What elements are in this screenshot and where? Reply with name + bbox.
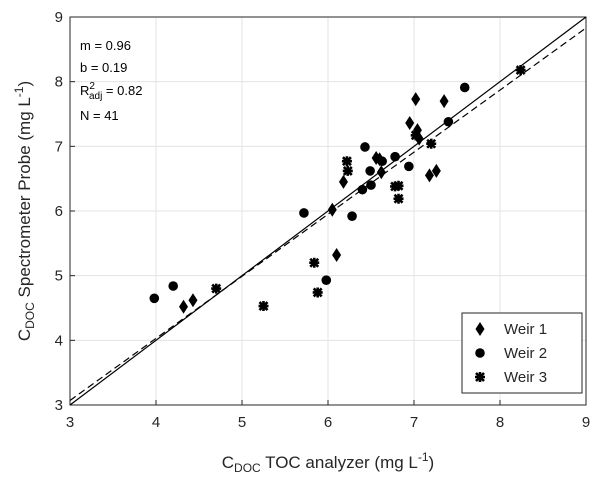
label-part: C bbox=[222, 453, 234, 472]
one-to-one-line bbox=[69, 16, 587, 406]
point bbox=[309, 257, 320, 268]
x-tick-label: 9 bbox=[582, 414, 590, 431]
point bbox=[515, 65, 526, 76]
legend-marker bbox=[475, 372, 485, 382]
point bbox=[341, 156, 352, 167]
annotation-part: adj bbox=[89, 91, 102, 102]
point bbox=[211, 283, 222, 294]
label-part: ) bbox=[429, 453, 435, 472]
x-tick-label: 3 bbox=[66, 414, 74, 431]
annotation: R2 adj = 0.82 bbox=[80, 81, 142, 102]
point bbox=[390, 151, 400, 162]
point bbox=[404, 161, 414, 172]
y-tick-label: 3 bbox=[55, 397, 63, 414]
y-tick-label: 4 bbox=[55, 332, 63, 349]
x-tick-label: 5 bbox=[238, 414, 246, 431]
y-tick-label: 7 bbox=[55, 138, 63, 155]
annotation-part: R bbox=[80, 83, 89, 98]
y-tick-label: 8 bbox=[55, 74, 63, 91]
point bbox=[424, 168, 434, 183]
point bbox=[312, 287, 323, 298]
point bbox=[376, 165, 386, 180]
x-tick-label: 8 bbox=[496, 414, 504, 431]
annotation-part: 2 bbox=[89, 81, 95, 92]
annotation: m = 0.96 bbox=[80, 38, 131, 53]
point bbox=[411, 92, 421, 107]
point bbox=[366, 180, 376, 190]
point bbox=[347, 211, 357, 221]
x-tick-label: 4 bbox=[152, 414, 160, 431]
x-tick-label: 6 bbox=[324, 414, 332, 431]
annotation: N = 41 bbox=[80, 108, 119, 123]
point bbox=[360, 142, 370, 152]
point bbox=[459, 82, 470, 93]
y-tick-label: 6 bbox=[55, 203, 63, 220]
label-part: Spectrometer Probe (mg L bbox=[15, 97, 34, 302]
point bbox=[332, 247, 342, 262]
point bbox=[439, 94, 449, 109]
y-tick-label: 5 bbox=[55, 268, 63, 285]
legend-label: Weir 2 bbox=[504, 345, 547, 362]
point bbox=[426, 138, 437, 149]
legend-marker bbox=[475, 322, 485, 336]
point bbox=[321, 275, 332, 285]
point bbox=[338, 174, 348, 189]
point bbox=[393, 193, 404, 204]
point bbox=[377, 156, 387, 167]
y-axis-label: CDOC Spectrometer Probe (mg L-1) bbox=[12, 81, 37, 341]
fit-line bbox=[69, 27, 587, 401]
label-part: -1 bbox=[12, 86, 26, 97]
point bbox=[443, 116, 454, 127]
point bbox=[179, 299, 189, 314]
point bbox=[357, 184, 368, 195]
label-part: -1 bbox=[418, 450, 429, 464]
label-part: DOC bbox=[23, 302, 37, 329]
label-part: C bbox=[15, 329, 34, 341]
point bbox=[327, 202, 337, 217]
annotation-part: = 0.82 bbox=[102, 83, 142, 98]
annotations: m = 0.96 b = 0.19 R2 adj = 0.82 N = 41 bbox=[80, 38, 142, 123]
plot-frame bbox=[69, 16, 587, 406]
point bbox=[405, 116, 415, 131]
point bbox=[168, 281, 178, 291]
legend-label: Weir 3 bbox=[504, 369, 547, 386]
label-part: DOC bbox=[234, 461, 261, 475]
point bbox=[188, 293, 198, 308]
point bbox=[410, 130, 421, 141]
label-part: ) bbox=[15, 81, 34, 87]
x-tick-label: 7 bbox=[410, 414, 418, 431]
point bbox=[299, 208, 309, 218]
point bbox=[258, 301, 269, 312]
y-tick-label: 9 bbox=[55, 9, 63, 26]
x-axis-label: CDOC TOC analyzer (mg L-1) bbox=[222, 450, 434, 475]
point bbox=[431, 163, 441, 178]
legend-label: Weir 1 bbox=[504, 321, 547, 338]
legend-marker bbox=[475, 348, 485, 358]
point bbox=[149, 293, 160, 304]
label-part: TOC analyzer (mg L bbox=[261, 453, 418, 472]
point bbox=[342, 165, 353, 176]
point bbox=[365, 166, 375, 176]
annotation: b = 0.19 bbox=[80, 60, 127, 75]
point bbox=[393, 180, 404, 191]
